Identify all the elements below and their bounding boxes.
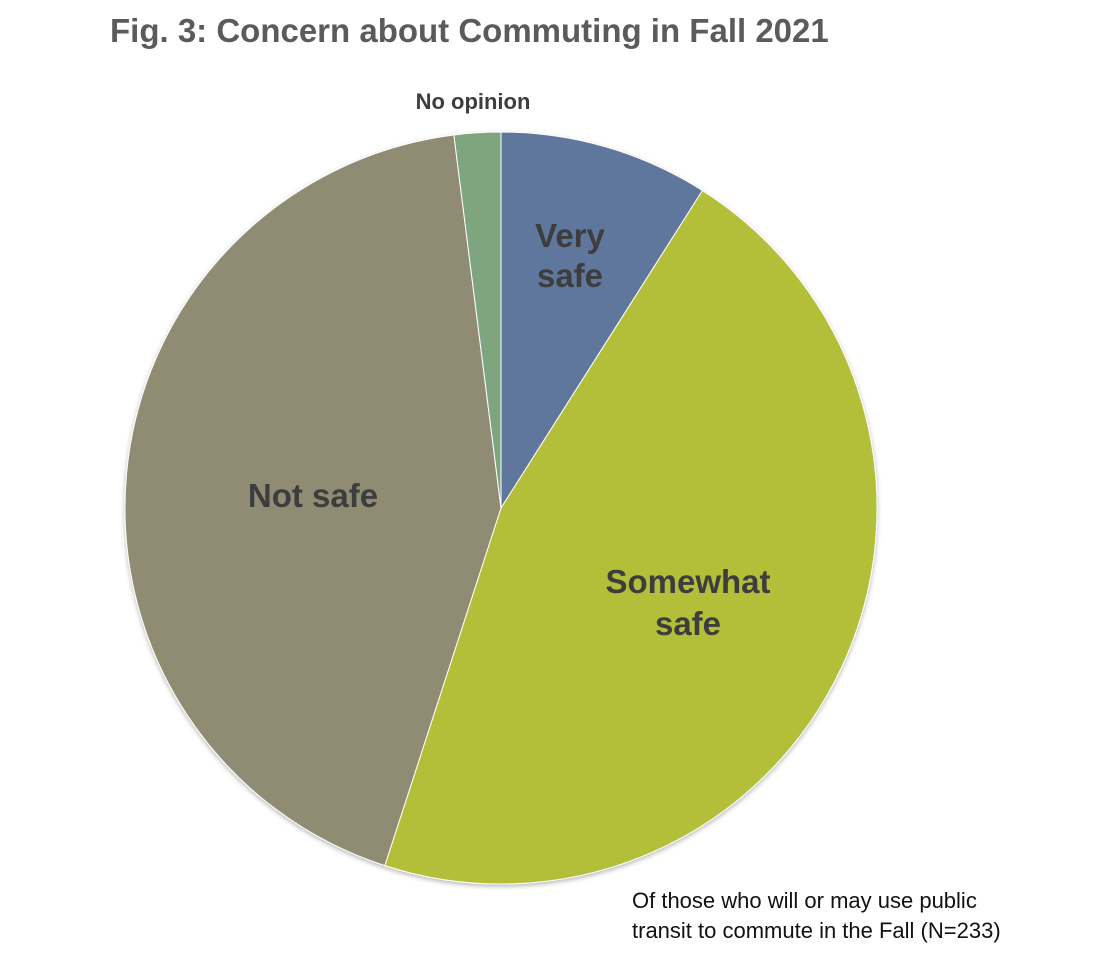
pie-slice-not-safe bbox=[124, 134, 502, 867]
slice-label-no-opinion: No opinion bbox=[416, 89, 531, 114]
pie-slice-somewhat-safe bbox=[384, 189, 878, 885]
slice-label-very-safe: Very safe bbox=[535, 217, 605, 294]
slice-label-somewhat-safe: Somewhat safe bbox=[605, 563, 770, 642]
chart-title: Fig. 3: Concern about Commuting in Fall … bbox=[110, 12, 829, 49]
footnote-line-2: transit to commute in the Fall (N=233) bbox=[632, 918, 1001, 943]
slice-label-line: No opinion bbox=[416, 89, 531, 114]
slice-label-not-safe: Not safe bbox=[248, 477, 378, 514]
slice-label-line: safe bbox=[655, 605, 721, 642]
slice-label-line: Somewhat bbox=[605, 563, 770, 600]
slice-label-line: Very bbox=[535, 217, 605, 254]
slice-label-line: Not safe bbox=[248, 477, 378, 514]
footnote-line-1: Of those who will or may use public bbox=[632, 888, 977, 913]
pie-slice-very-safe bbox=[500, 131, 704, 510]
chart-footnote: Of those who will or may use public tran… bbox=[632, 886, 1001, 946]
pie-slice-no-opinion bbox=[453, 131, 502, 509]
slice-label-line: safe bbox=[537, 257, 603, 294]
